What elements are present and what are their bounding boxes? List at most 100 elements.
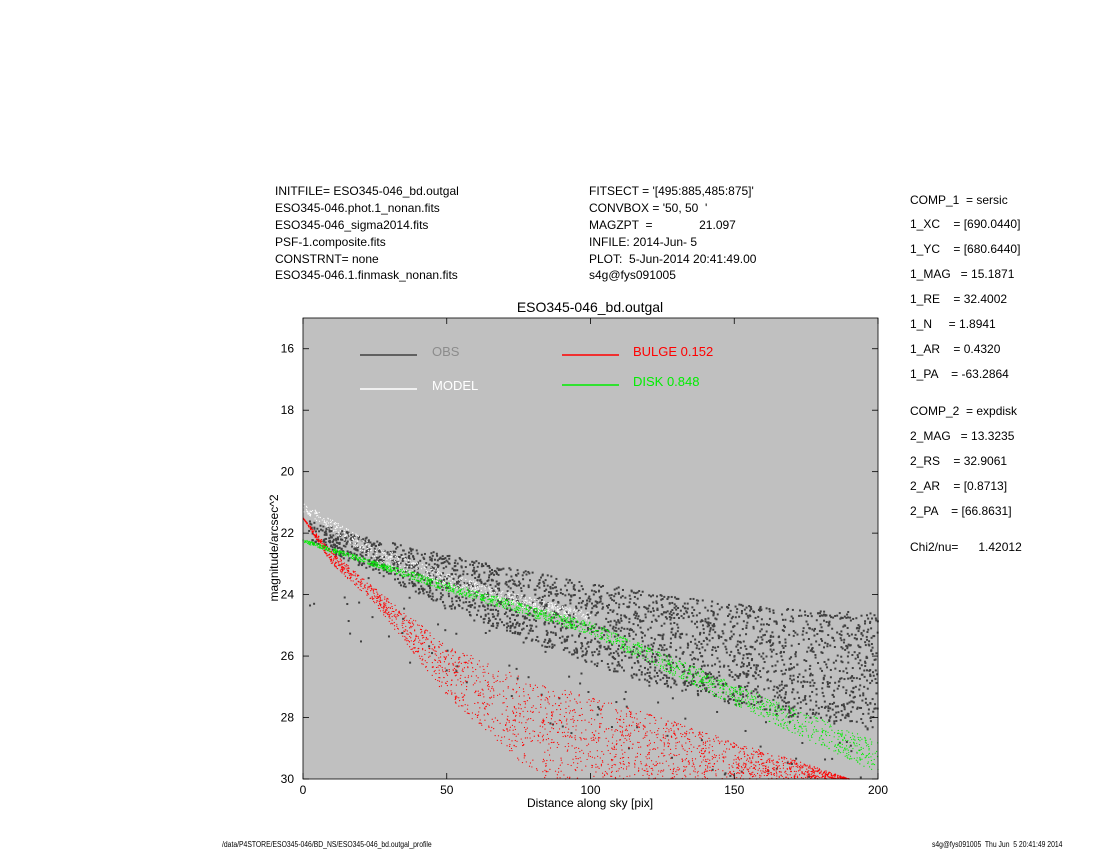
obs-point <box>491 571 494 574</box>
obs-point <box>832 616 835 619</box>
bulge-point <box>338 562 340 564</box>
obs-point <box>661 606 664 609</box>
obs-point <box>459 584 462 587</box>
obs-point <box>857 630 860 633</box>
obs-point <box>832 661 835 664</box>
bulge-point <box>595 730 597 732</box>
obs-point <box>371 543 374 546</box>
bulge-point <box>478 722 480 724</box>
bulge-point <box>811 777 813 779</box>
bulge-point <box>746 768 748 770</box>
bulge-point <box>693 766 695 768</box>
obs-point <box>760 699 763 702</box>
bulge-point <box>432 649 434 651</box>
obs-point <box>573 649 576 652</box>
obs-point <box>828 621 831 624</box>
bulge-point <box>813 774 815 776</box>
bulge-point <box>663 769 665 771</box>
bulge-point <box>711 765 714 768</box>
obs-point <box>343 539 346 542</box>
obs-point <box>773 620 776 623</box>
bulge-point <box>775 772 778 774</box>
obs-point <box>614 670 617 673</box>
bulge-point <box>514 728 516 731</box>
bulge-point <box>379 600 381 602</box>
obs-point <box>847 677 850 680</box>
bulge-point <box>437 679 439 682</box>
obs-point <box>867 617 870 620</box>
obs-point <box>644 645 647 648</box>
obs-point <box>361 555 364 558</box>
obs-point <box>668 615 671 618</box>
bulge-point <box>696 772 699 774</box>
obs-point <box>738 703 741 706</box>
obs-point <box>376 540 379 543</box>
obs-point <box>815 619 818 622</box>
bulge-point <box>500 742 503 744</box>
bulge-point <box>635 713 637 715</box>
bulge-point <box>539 742 541 744</box>
bulge-point <box>462 652 464 655</box>
obs-point <box>442 557 445 560</box>
bulge-point <box>709 762 711 764</box>
bulge-point <box>727 773 729 775</box>
bulge-point <box>582 752 585 754</box>
obs-point <box>572 615 575 618</box>
obs-point <box>805 660 808 663</box>
obs-point <box>617 620 620 623</box>
obs-point <box>829 644 832 647</box>
obs-point <box>436 554 439 557</box>
obs-point <box>755 688 758 691</box>
obs-point <box>555 589 558 592</box>
bulge-point <box>768 769 770 771</box>
obs-point <box>749 667 752 670</box>
obs-point <box>777 687 780 690</box>
bulge-point <box>528 765 531 767</box>
bulge-point <box>511 724 514 726</box>
bulge-point <box>630 713 632 715</box>
bulge-point <box>543 719 545 722</box>
obs-point <box>611 610 614 613</box>
bulge-point <box>326 545 329 548</box>
bulge-point <box>763 762 765 764</box>
obs-point <box>821 682 824 685</box>
bulge-point <box>638 741 640 744</box>
bulge-point <box>712 738 715 740</box>
obs-point <box>783 684 786 687</box>
bulge-point <box>792 759 794 761</box>
bulge-point <box>545 739 547 741</box>
obs-point <box>875 619 878 622</box>
obs-point <box>576 656 579 659</box>
bulge-point <box>514 720 516 722</box>
obs-point <box>648 604 651 607</box>
bulge-point <box>445 656 448 658</box>
bulge-point <box>776 762 778 764</box>
obs-point <box>630 653 633 656</box>
bulge-point <box>622 768 625 770</box>
obs-point <box>817 662 820 665</box>
bulge-point <box>545 764 547 767</box>
bulge-point <box>540 706 542 708</box>
obs-point <box>843 708 846 711</box>
bulge-point <box>628 725 630 727</box>
obs-point <box>802 630 805 633</box>
obs-point <box>598 601 601 604</box>
bulge-point <box>406 630 408 632</box>
obs-point <box>760 636 763 639</box>
obs-point <box>760 655 763 658</box>
bulge-point <box>628 733 630 735</box>
bulge-point <box>549 768 551 770</box>
bulge-point <box>561 721 563 723</box>
obs-point <box>654 656 657 659</box>
bulge-point <box>579 751 581 753</box>
obs-point <box>869 675 872 678</box>
bulge-point <box>385 606 388 608</box>
obs-point <box>669 610 672 613</box>
bulge-point <box>444 682 447 684</box>
obs-point <box>534 593 537 596</box>
obs-point <box>630 674 633 677</box>
obs-point <box>473 571 476 574</box>
obs-point <box>692 663 695 666</box>
bulge-point <box>588 755 590 757</box>
bulge-point <box>731 773 733 775</box>
